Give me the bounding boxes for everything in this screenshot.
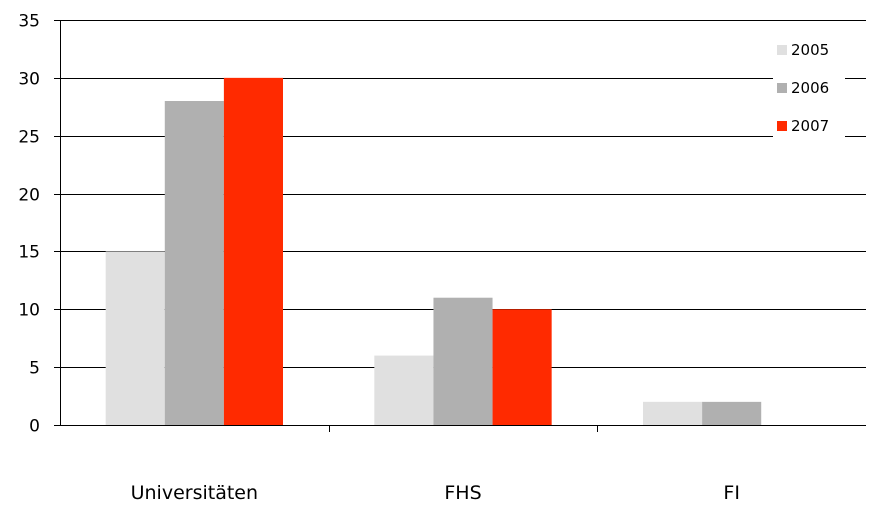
y-tick-label: 35 xyxy=(18,12,40,32)
legend-swatch-2006 xyxy=(777,83,787,93)
bar-2006-2 xyxy=(702,401,762,425)
y-tick-label: 10 xyxy=(18,301,40,321)
y-tick-label: 25 xyxy=(18,128,40,148)
legend-label: 2006 xyxy=(791,79,829,97)
y-tick-label: 20 xyxy=(18,186,40,206)
category-label: Universitäten xyxy=(131,482,258,504)
category-label: FHS xyxy=(444,482,481,504)
y-tick-label: 15 xyxy=(18,243,40,263)
bar-2006-0 xyxy=(164,101,224,425)
y-axis-ticks: 0 5 10 15 20 25 30 35 xyxy=(18,12,60,437)
x-axis-labels: Universitäten FHS FI xyxy=(131,482,740,504)
bar-2007-1 xyxy=(492,309,552,425)
legend: 2005 2006 2007 xyxy=(773,36,845,140)
bars xyxy=(105,77,762,425)
bar-2006-1 xyxy=(433,297,493,425)
bar-2005-2 xyxy=(643,401,703,425)
category-label: FI xyxy=(723,482,740,504)
y-tick-label: 5 xyxy=(29,359,40,379)
legend-swatch-2005 xyxy=(777,45,787,55)
bar-2007-0 xyxy=(223,77,283,425)
legend-swatch-2007 xyxy=(777,121,787,131)
bar-2005-0 xyxy=(105,251,165,425)
axes xyxy=(60,20,866,432)
y-tick-label: 0 xyxy=(29,417,40,437)
legend-label: 2005 xyxy=(791,41,829,59)
y-tick-label: 30 xyxy=(18,70,40,90)
bar-2005-1 xyxy=(374,355,434,425)
legend-label: 2007 xyxy=(791,117,829,135)
